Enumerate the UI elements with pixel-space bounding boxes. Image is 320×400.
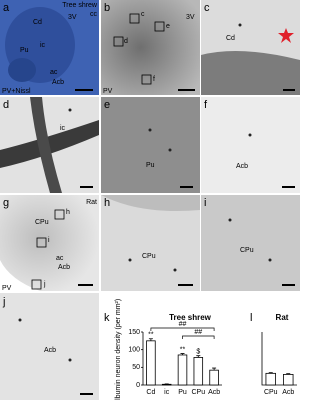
region-label: d: [124, 38, 128, 45]
region-label: 3V: [186, 14, 195, 21]
bracket: [150, 327, 215, 331]
y-tick-label: 100: [128, 347, 140, 354]
figure: a Tree shrewPV+Nisslcc3VCdicPuacAcbbPV3Vc…: [0, 0, 300, 400]
x-tick-label: Cd: [146, 389, 155, 396]
panel-letter: j: [2, 296, 5, 308]
region-label: Pu: [146, 162, 155, 169]
bar: [209, 369, 219, 386]
panel-letter: a: [3, 2, 10, 14]
panel-letter: f: [204, 99, 208, 111]
error-bar: [148, 338, 153, 341]
region-label: Pu: [20, 47, 29, 54]
significance-label: **: [148, 332, 154, 339]
region-label: Cd: [226, 35, 235, 42]
region-label: i: [48, 237, 50, 244]
panel-letter: i: [204, 197, 206, 209]
bar: [283, 373, 294, 386]
region-label: CPu: [240, 247, 254, 254]
species-label: Rat: [86, 199, 97, 206]
region-label: Acb: [44, 347, 56, 354]
panel-letter: l: [250, 312, 252, 324]
region-label: Acb: [236, 163, 248, 170]
y-tick-label: 150: [128, 329, 140, 336]
bar: [193, 357, 204, 386]
significance-label: $: [196, 349, 200, 356]
region-label: CPu: [142, 253, 156, 260]
significance-label: **: [180, 346, 186, 353]
panel-letter: h: [104, 197, 110, 209]
bar: [265, 372, 276, 386]
panel-letter: g: [3, 197, 9, 209]
y-axis-label: Parvalbumin neuron density (per mm²): [115, 299, 122, 400]
region-label: h: [66, 209, 70, 216]
error-bar: [196, 355, 201, 358]
panel-letter: c: [204, 2, 210, 14]
stain-label: PV: [2, 285, 12, 292]
significance-label: ##: [194, 329, 202, 336]
region-label: ac: [50, 69, 58, 76]
x-tick-label: CPu: [191, 389, 205, 396]
region-label: ac: [56, 255, 64, 262]
panel-letter: k: [104, 312, 110, 324]
region-label: Cd: [33, 19, 42, 26]
stain-label: PV: [103, 88, 113, 95]
region-label: cc: [90, 11, 98, 18]
region-label: e: [166, 23, 170, 30]
error-bar: [286, 373, 291, 375]
y-tick-label: 0: [136, 382, 140, 389]
chart-title: Tree shrew: [169, 313, 212, 322]
x-tick-label: CPu: [264, 389, 278, 396]
x-tick-label: Acb: [282, 389, 294, 396]
region-label: c: [141, 11, 145, 18]
x-tick-label: Pu: [178, 389, 187, 396]
panel-letter: d: [3, 99, 9, 111]
bar: [161, 383, 172, 386]
micrographs: [0, 0, 300, 400]
y-tick-label: 50: [132, 364, 140, 371]
region-label: j: [43, 281, 46, 288]
significance-label: ##: [179, 321, 187, 328]
error-bar: [212, 367, 217, 371]
error-bar: [268, 372, 273, 374]
region-label: 3V: [68, 14, 77, 21]
region-label: Acb: [58, 264, 70, 271]
bar: [177, 354, 188, 386]
bracket: [182, 335, 215, 339]
panel-letter: e: [104, 99, 110, 111]
stain-label: PV+Nissl: [2, 88, 31, 95]
error-bar: [180, 353, 185, 355]
region-label: ic: [40, 42, 46, 49]
region-label: CPu: [35, 219, 49, 226]
bar: [146, 340, 156, 386]
x-tick-label: ic: [164, 389, 170, 396]
chart-title: Rat: [276, 313, 289, 322]
panel-letter: b: [104, 2, 110, 14]
region-label: ic: [60, 125, 66, 132]
species-label: Tree shrew: [62, 2, 98, 9]
x-tick-label: Acb: [208, 389, 220, 396]
region-label: Acb: [52, 79, 64, 86]
region-label: f: [153, 76, 155, 83]
